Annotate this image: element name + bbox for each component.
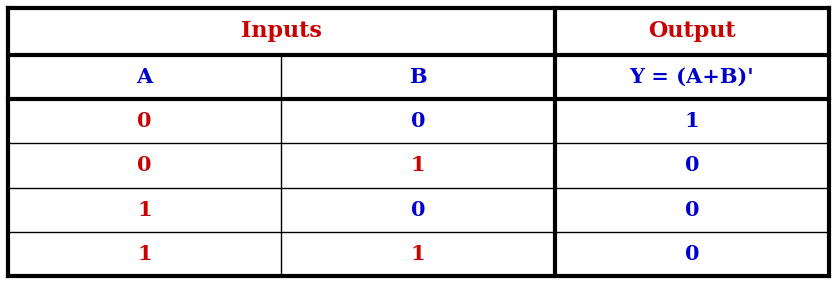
Bar	[554, 8, 828, 55]
Bar	[554, 232, 828, 276]
Text: B: B	[409, 67, 426, 87]
Bar	[281, 143, 554, 187]
Bar	[554, 99, 828, 143]
Text: 0: 0	[684, 200, 698, 220]
Bar	[554, 143, 828, 187]
Text: Y = (A+B)': Y = (A+B)'	[629, 67, 753, 87]
Bar	[281, 232, 554, 276]
Bar	[281, 99, 554, 143]
Bar	[8, 187, 281, 232]
Bar	[8, 99, 281, 143]
Text: Inputs: Inputs	[241, 20, 322, 42]
Bar	[281, 55, 554, 99]
Text: 0: 0	[410, 200, 425, 220]
Text: 0: 0	[684, 244, 698, 264]
Bar	[8, 55, 281, 99]
Text: 1: 1	[684, 111, 698, 131]
Text: 1: 1	[410, 155, 425, 176]
Text: Output: Output	[647, 20, 735, 42]
Text: 1: 1	[137, 244, 152, 264]
Bar	[8, 232, 281, 276]
Text: 0: 0	[410, 111, 425, 131]
Text: 0: 0	[684, 155, 698, 176]
Bar	[554, 187, 828, 232]
Text: 1: 1	[137, 200, 152, 220]
Text: A: A	[136, 67, 153, 87]
Text: 0: 0	[137, 111, 152, 131]
Text: 0: 0	[137, 155, 152, 176]
Text: 1: 1	[410, 244, 425, 264]
Bar	[281, 187, 554, 232]
Bar	[281, 8, 554, 55]
Bar	[8, 8, 281, 55]
Bar	[554, 55, 828, 99]
Bar	[8, 143, 281, 187]
